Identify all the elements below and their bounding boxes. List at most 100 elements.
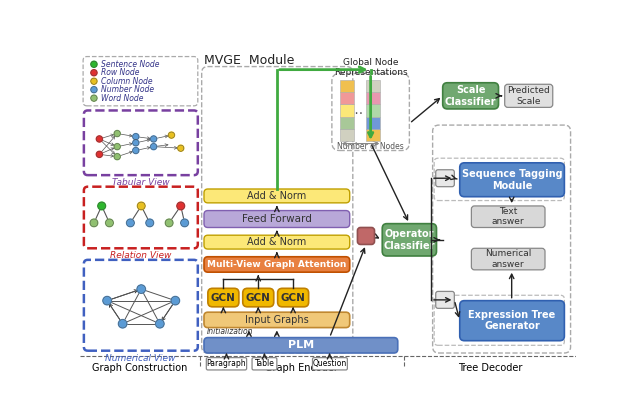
Text: Sentence Node: Sentence Node: [101, 60, 159, 69]
Text: Word Node: Word Node: [101, 94, 143, 102]
Circle shape: [156, 320, 164, 328]
Circle shape: [91, 87, 97, 93]
Text: GCN: GCN: [246, 293, 271, 302]
Text: Predicted
Scale: Predicted Scale: [508, 86, 550, 105]
FancyBboxPatch shape: [436, 291, 454, 308]
FancyBboxPatch shape: [436, 170, 454, 186]
Text: Q: Q: [362, 231, 371, 241]
Text: GCN: GCN: [281, 293, 305, 302]
Bar: [366, 80, 380, 92]
Text: PLM: PLM: [288, 340, 314, 350]
Circle shape: [103, 297, 111, 305]
FancyBboxPatch shape: [252, 357, 277, 370]
FancyBboxPatch shape: [472, 248, 545, 270]
FancyBboxPatch shape: [204, 189, 349, 203]
FancyBboxPatch shape: [208, 288, 239, 307]
Circle shape: [168, 132, 175, 138]
Text: GCN: GCN: [211, 293, 236, 302]
Circle shape: [127, 219, 134, 227]
Circle shape: [165, 219, 173, 227]
FancyBboxPatch shape: [358, 228, 374, 244]
Text: Scale
Classifier: Scale Classifier: [445, 85, 497, 107]
Circle shape: [132, 140, 139, 146]
Circle shape: [114, 154, 120, 160]
FancyBboxPatch shape: [204, 257, 349, 272]
Text: Numerical View: Numerical View: [105, 354, 175, 363]
Text: Expression Tree
Generator: Expression Tree Generator: [468, 310, 556, 331]
Circle shape: [177, 202, 184, 210]
Text: Paragraph: Paragraph: [207, 359, 246, 368]
FancyBboxPatch shape: [206, 357, 246, 370]
FancyBboxPatch shape: [312, 357, 348, 370]
Text: Graph Encoder: Graph Encoder: [265, 362, 338, 373]
Circle shape: [137, 285, 145, 293]
Circle shape: [146, 219, 154, 227]
Circle shape: [150, 144, 157, 150]
Circle shape: [150, 136, 157, 142]
Bar: [366, 129, 380, 141]
Circle shape: [171, 297, 180, 305]
Text: Operator
Classifier: Operator Classifier: [383, 229, 435, 251]
Circle shape: [180, 219, 189, 227]
Circle shape: [114, 131, 120, 136]
Text: Column Node: Column Node: [101, 77, 152, 86]
Circle shape: [91, 95, 97, 101]
Circle shape: [114, 144, 120, 150]
Bar: [366, 117, 380, 129]
FancyBboxPatch shape: [204, 338, 397, 353]
Circle shape: [132, 134, 139, 140]
Circle shape: [106, 219, 113, 227]
Bar: [340, 104, 355, 117]
Text: Text
answer: Text answer: [492, 207, 525, 226]
Text: Global Node
Representations: Global Node Representations: [334, 58, 408, 77]
Text: Multi-View Graph Attention: Multi-View Graph Attention: [207, 260, 346, 269]
Circle shape: [91, 78, 97, 84]
FancyBboxPatch shape: [460, 301, 564, 341]
Circle shape: [132, 147, 139, 154]
FancyBboxPatch shape: [443, 83, 499, 109]
Circle shape: [118, 320, 127, 328]
Text: Tree Decoder: Tree Decoder: [458, 362, 522, 373]
Text: $Q_N$: $Q_N$: [438, 293, 452, 307]
Text: Sequence Tagging
Module: Sequence Tagging Module: [461, 169, 563, 191]
Circle shape: [138, 202, 145, 210]
FancyBboxPatch shape: [204, 210, 349, 228]
Circle shape: [96, 151, 102, 158]
Text: Row Node: Row Node: [101, 68, 140, 77]
FancyBboxPatch shape: [460, 163, 564, 197]
Text: Number Node: Number Node: [101, 85, 154, 94]
Text: Initialization: Initialization: [206, 327, 253, 336]
Text: Graph Construction: Graph Construction: [92, 362, 188, 373]
Text: Add & Norm: Add & Norm: [247, 237, 307, 247]
Text: ...: ...: [350, 103, 364, 118]
Text: Feed Forward: Feed Forward: [242, 214, 312, 224]
Circle shape: [178, 145, 184, 151]
Text: Input Graphs: Input Graphs: [245, 315, 308, 325]
Bar: [366, 92, 380, 104]
FancyBboxPatch shape: [505, 84, 553, 108]
FancyBboxPatch shape: [472, 206, 545, 228]
Text: Relation View: Relation View: [110, 252, 171, 260]
Circle shape: [91, 61, 97, 67]
Text: $Q_S$: $Q_S$: [438, 171, 452, 185]
FancyBboxPatch shape: [278, 288, 308, 307]
Text: Tabular View: Tabular View: [111, 178, 169, 187]
Bar: [340, 92, 355, 104]
FancyBboxPatch shape: [204, 235, 349, 249]
Text: Table: Table: [255, 359, 275, 368]
Bar: [340, 117, 355, 129]
Text: Number of Nodes: Number of Nodes: [337, 142, 404, 151]
Bar: [340, 80, 355, 92]
Circle shape: [98, 202, 106, 210]
Bar: [366, 104, 380, 117]
Circle shape: [91, 70, 97, 76]
Text: MVGE  Module: MVGE Module: [204, 54, 294, 67]
Text: Question: Question: [312, 359, 347, 368]
Text: Numerical
answer: Numerical answer: [485, 249, 531, 269]
FancyBboxPatch shape: [204, 312, 349, 328]
FancyBboxPatch shape: [382, 223, 436, 256]
Circle shape: [96, 136, 102, 142]
FancyBboxPatch shape: [243, 288, 274, 307]
Circle shape: [90, 219, 98, 227]
Text: Add & Norm: Add & Norm: [247, 191, 307, 201]
